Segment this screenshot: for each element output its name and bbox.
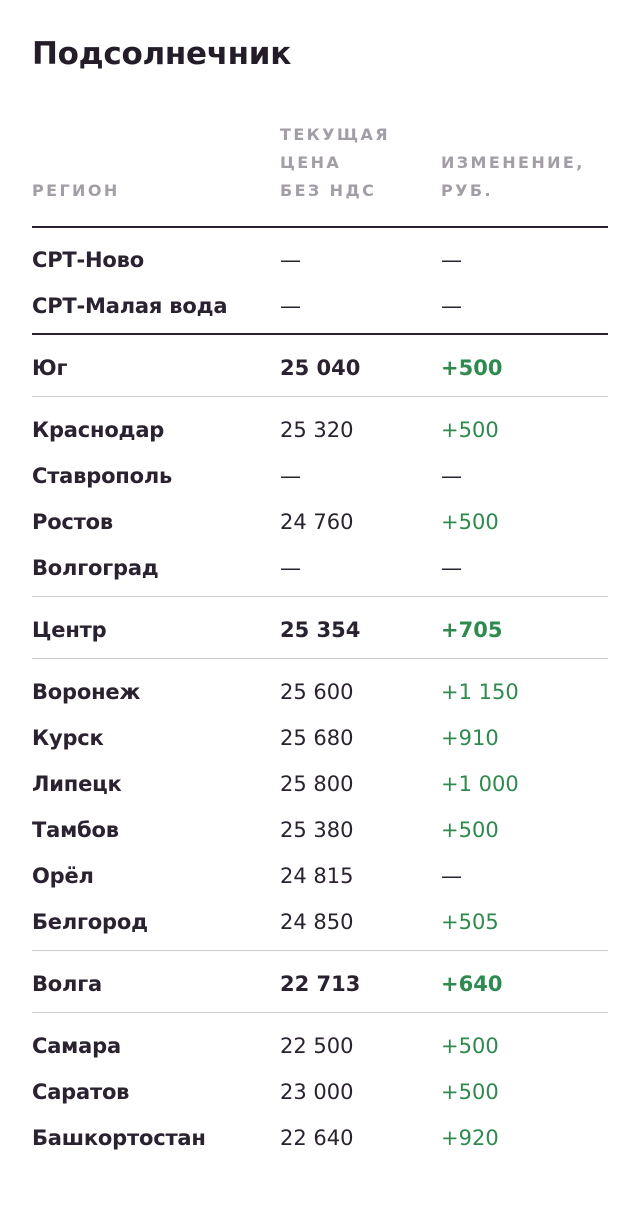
- table-row: Волгоград — —: [0, 545, 640, 591]
- region-name: Белгород: [32, 910, 148, 934]
- region-name: Волга: [32, 972, 102, 996]
- table-row: СРТ-Малая вода — —: [0, 283, 640, 329]
- region-name: СРТ-Малая вода: [32, 294, 228, 318]
- price-value: 25 380: [280, 818, 354, 842]
- group-divider: [32, 658, 608, 659]
- region-name: Башкортостан: [32, 1126, 206, 1150]
- region-name: Юг: [32, 356, 68, 380]
- price-value: 22 713: [280, 972, 361, 996]
- change-value: +500: [441, 356, 503, 380]
- region-name: Ставрополь: [32, 464, 173, 488]
- change-value: —: [441, 248, 462, 272]
- price-value: 24 760: [280, 510, 354, 534]
- change-value: —: [441, 464, 462, 488]
- table-row: Липецк 25 800 +1 000: [0, 761, 640, 807]
- change-value: +505: [441, 910, 499, 934]
- change-value: +920: [441, 1126, 499, 1150]
- table-row: Тамбов 25 380 +500: [0, 807, 640, 853]
- table-row: Башкортостан 22 640 +920: [0, 1115, 640, 1161]
- region-name: Тамбов: [32, 818, 119, 842]
- table-row: Ставрополь — —: [0, 453, 640, 499]
- group-divider: [32, 396, 608, 397]
- group-divider: [32, 596, 608, 597]
- price-value: 25 354: [280, 618, 361, 642]
- table-row: Воронеж 25 600 +1 150: [0, 669, 640, 715]
- change-value: —: [441, 556, 462, 580]
- table-row: Ростов 24 760 +500: [0, 499, 640, 545]
- header-divider: [32, 226, 608, 228]
- table-row-summary: Юг 25 040 +500: [0, 345, 640, 391]
- change-value: +500: [441, 818, 499, 842]
- price-value: —: [280, 248, 301, 272]
- table-row: Самара 22 500 +500: [0, 1023, 640, 1069]
- table-row: Курск 25 680 +910: [0, 715, 640, 761]
- change-value: +910: [441, 726, 499, 750]
- region-name: Саратов: [32, 1080, 130, 1104]
- region-name: Самара: [32, 1034, 121, 1058]
- price-value: 24 850: [280, 910, 354, 934]
- price-value: 25 800: [280, 772, 354, 796]
- page-title: Подсолнечник: [32, 36, 291, 72]
- change-value: +640: [441, 972, 503, 996]
- price-value: —: [280, 464, 301, 488]
- group-divider: [32, 950, 608, 951]
- change-value: +1 150: [441, 680, 519, 704]
- region-name: Воронеж: [32, 680, 141, 704]
- price-value: 22 640: [280, 1126, 354, 1150]
- change-value: —: [441, 864, 462, 888]
- region-name: Курск: [32, 726, 104, 750]
- price-value: 22 500: [280, 1034, 354, 1058]
- table-row-summary: Волга 22 713 +640: [0, 961, 640, 1007]
- change-value: +500: [441, 418, 499, 442]
- table-row-summary: Центр 25 354 +705: [0, 607, 640, 653]
- region-name: Краснодар: [32, 418, 165, 442]
- price-value: 24 815: [280, 864, 354, 888]
- price-value: 23 000: [280, 1080, 354, 1104]
- group-divider: [32, 1012, 608, 1013]
- column-header-region: РЕГИОН: [32, 181, 120, 200]
- region-name: Волгоград: [32, 556, 159, 580]
- price-value: —: [280, 556, 301, 580]
- change-value: +500: [441, 510, 499, 534]
- region-name: Ростов: [32, 510, 113, 534]
- price-value: 25 680: [280, 726, 354, 750]
- group-divider: [32, 333, 608, 335]
- table-row: Краснодар 25 320 +500: [0, 407, 640, 453]
- change-value: +500: [441, 1034, 499, 1058]
- region-name: Орёл: [32, 864, 94, 888]
- table-row: Саратов 23 000 +500: [0, 1069, 640, 1115]
- price-value: 25 320: [280, 418, 354, 442]
- region-name: Липецк: [32, 772, 122, 796]
- change-value: +500: [441, 1080, 499, 1104]
- region-name: СРТ-Ново: [32, 248, 144, 272]
- table-row: Орёл 24 815 —: [0, 853, 640, 899]
- change-value: +705: [441, 618, 503, 642]
- price-value: 25 600: [280, 680, 354, 704]
- change-value: +1 000: [441, 772, 519, 796]
- table-row: Белгород 24 850 +505: [0, 899, 640, 945]
- change-value: —: [441, 294, 462, 318]
- table-row: СРТ-Ново — —: [0, 237, 640, 283]
- price-value: —: [280, 294, 301, 318]
- region-name: Центр: [32, 618, 107, 642]
- column-header-change: ИЗМЕНЕНИЕ, РУБ.: [441, 153, 585, 200]
- price-value: 25 040: [280, 356, 361, 380]
- column-header-price: ТЕКУЩАЯ ЦЕНА БЕЗ НДС: [280, 125, 390, 200]
